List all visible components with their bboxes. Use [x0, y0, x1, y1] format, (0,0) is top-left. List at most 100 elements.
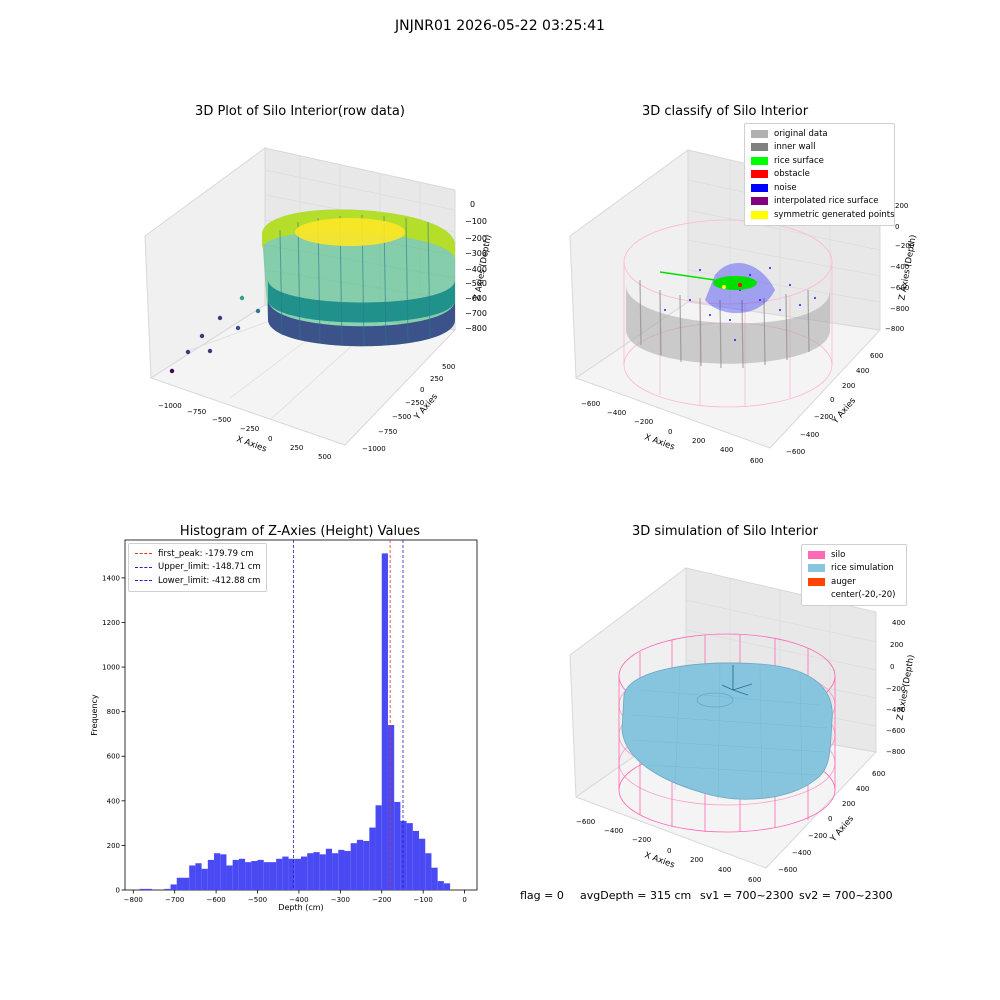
histogram-bar — [387, 725, 395, 890]
panel2-ytick: 400 — [856, 367, 869, 375]
panel2-legend-item: original data — [751, 127, 888, 141]
panel4-zlabel: Z Axies (Depth) — [895, 654, 916, 721]
panel4-ytick: −200 — [808, 832, 827, 840]
panel2-ztick: −800 — [885, 325, 904, 333]
panel2-xtick: 0 — [668, 428, 672, 436]
panel1-title: 3D Plot of Silo Interior(row data) — [195, 104, 405, 119]
histogram-bar — [257, 859, 264, 890]
panel2-legend: original data inner wall rice surface ob… — [744, 123, 895, 226]
panel4-pane-floor — [574, 719, 878, 869]
histogram-ytick-label: 400 — [107, 797, 120, 805]
panel2-rice-surface — [713, 276, 757, 290]
panel1-ztick: −500 — [465, 279, 487, 288]
panel4-ztick: 200 — [890, 641, 903, 649]
histogram-bar — [313, 852, 320, 890]
panel1-ytick: −250 — [405, 399, 424, 407]
histogram-bar — [350, 843, 357, 890]
histogram-x-ticks: −800 −700 −600 −500 −400 −300 −200 −100 0 — [124, 890, 467, 904]
panel1-pane-back-right — [264, 147, 456, 331]
legend-line-icon — [135, 580, 152, 582]
panel2-ytick: 600 — [870, 352, 883, 360]
histogram-xtick-label: 0 — [462, 896, 466, 904]
panel4-ztick: 400 — [892, 619, 905, 627]
histogram-bar — [375, 805, 382, 890]
panel1-xtick: −750 — [187, 408, 206, 416]
panel1-pane-floor — [149, 304, 457, 446]
panel2-inner-wall — [626, 285, 830, 364]
histogram-bar — [394, 801, 401, 890]
panel2-legend-item: obstacle — [751, 168, 888, 182]
histogram-bar — [214, 853, 221, 890]
panel1-grid — [189, 155, 456, 421]
histogram-bar — [419, 838, 426, 890]
histogram-bar — [220, 854, 227, 890]
panel4-xtick: −600 — [576, 818, 595, 826]
panel4-legend-item: rice simulation — [808, 562, 900, 576]
histogram-bar — [176, 877, 183, 890]
histogram-bar — [245, 862, 252, 890]
histogram-bar — [356, 839, 364, 890]
panel4-ztick: −600 — [886, 727, 905, 735]
histogram-xtick-label: −800 — [124, 896, 143, 904]
histogram-frame — [124, 539, 478, 891]
histogram-bar — [338, 849, 345, 890]
legend-swatch-icon — [751, 183, 768, 192]
histogram-xtick-label: −400 — [289, 896, 308, 904]
legend-swatch-icon — [808, 564, 825, 573]
legend-swatch-icon — [751, 210, 768, 219]
histogram-bar — [195, 863, 202, 890]
panel1-xtick: 500 — [318, 453, 331, 461]
panel1-ytick: −750 — [378, 428, 397, 436]
panel4-xtick: 600 — [748, 876, 761, 884]
panel2-ztick: −600 — [890, 284, 909, 292]
histogram-bar — [276, 858, 283, 890]
panel4-legend-item: auger — [808, 575, 900, 589]
histogram-ytick-label: 1200 — [102, 619, 120, 627]
histogram-bar — [301, 856, 308, 890]
histogram-bar — [369, 827, 376, 890]
panel1-xlabel: X Axies — [235, 434, 268, 454]
panel1-ylabel: Y Axies — [412, 392, 440, 423]
panel1-ztick: −700 — [465, 309, 487, 318]
panel1-scatter-cylinder — [169, 209, 455, 374]
histogram-xtick-label: −100 — [414, 896, 433, 904]
histogram-bars — [139, 553, 451, 890]
legend-swatch-icon — [751, 129, 768, 138]
panel1-ytick: −500 — [392, 413, 411, 421]
histogram-y-ticks: 0 200 400 600 800 1000 1200 1400 — [102, 574, 125, 895]
panel2-xtick: −400 — [607, 409, 626, 417]
panel4-ztick: 0 — [890, 663, 894, 671]
panel1-ztick: −100 — [465, 217, 487, 226]
histogram-bar — [263, 862, 270, 890]
panel2-legend-item: symmetric generated points — [751, 208, 895, 222]
panel2-pane-floor — [574, 301, 882, 449]
panel4-ytick: 200 — [842, 800, 855, 808]
histogram-bar — [201, 868, 208, 890]
panel2-wall-strands — [639, 279, 810, 369]
panel2-xtick: −200 — [634, 418, 653, 426]
histogram-bar — [319, 854, 326, 890]
panel4-cone — [696, 692, 734, 708]
panel4-ztick: −200 — [886, 685, 905, 693]
panel2-pane-back-left — [569, 149, 689, 379]
histogram-bar — [207, 859, 215, 890]
panel2-rice-surface-line — [659, 271, 716, 281]
panel2-legend-item: rice surface — [751, 154, 888, 168]
panel4-xlabel: X Axies — [643, 850, 676, 870]
histogram-ylabel: Frequency — [90, 694, 99, 736]
panel4-legend-item: silo — [808, 548, 900, 562]
panel1-ytick: 250 — [430, 375, 443, 383]
panel1-xtick: 0 — [268, 435, 272, 443]
histogram-bar — [381, 553, 388, 890]
histogram-bar — [226, 865, 233, 890]
legend-swatch-icon — [808, 550, 825, 559]
panel4-ytick: 600 — [872, 770, 885, 778]
legend-line-icon — [135, 553, 152, 555]
legend-swatch-icon — [808, 591, 825, 599]
histogram-bar — [325, 848, 333, 890]
panel1-ztick: −300 — [465, 249, 487, 258]
panel1-pane-back-left — [144, 147, 266, 379]
legend-swatch-icon — [751, 143, 768, 152]
panel4-legend: silo rice simulation auger center(-20,-2… — [801, 544, 907, 606]
histogram-bar — [431, 867, 438, 890]
